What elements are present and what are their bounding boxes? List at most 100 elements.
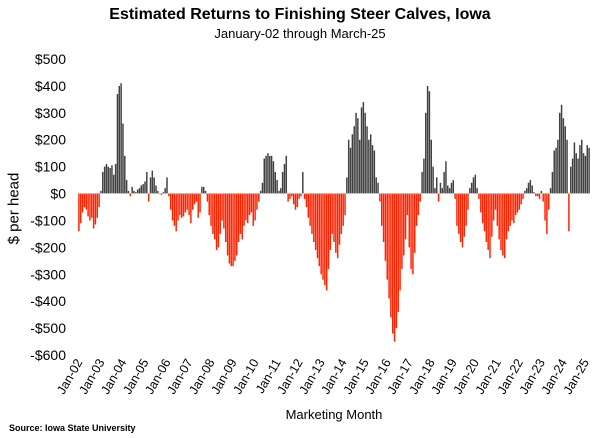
bar — [289, 193, 291, 199]
bar — [80, 193, 82, 224]
bar — [252, 193, 254, 226]
bar — [485, 193, 488, 242]
bar — [568, 193, 570, 232]
bar — [513, 193, 515, 224]
bar — [195, 193, 198, 202]
bar — [570, 166, 572, 194]
bar — [133, 190, 135, 194]
bar — [357, 118, 359, 194]
bar — [558, 112, 561, 194]
bar — [509, 193, 511, 226]
bar — [213, 193, 216, 240]
bar — [390, 193, 392, 318]
bar — [153, 177, 155, 194]
bar — [157, 190, 159, 194]
bar — [347, 139, 350, 194]
bar — [437, 193, 440, 202]
bar — [142, 184, 144, 194]
bar — [199, 193, 201, 213]
bar — [239, 193, 242, 234]
bar — [507, 193, 510, 232]
bar — [514, 193, 517, 216]
bar — [436, 177, 438, 194]
bar — [89, 193, 91, 221]
bar — [472, 177, 475, 194]
bar — [248, 193, 251, 216]
bar — [78, 193, 80, 232]
bar — [399, 193, 401, 291]
bar — [190, 193, 192, 224]
bar — [316, 193, 319, 259]
bar — [245, 193, 247, 221]
bar — [136, 189, 139, 194]
bar — [410, 193, 412, 269]
bar — [344, 193, 346, 216]
bar — [404, 193, 407, 240]
bar — [278, 190, 280, 194]
bar — [259, 190, 262, 194]
bar — [393, 193, 396, 342]
bar — [480, 193, 482, 213]
bar — [379, 193, 381, 202]
bar — [131, 186, 133, 194]
bar — [430, 139, 432, 194]
y-tick-label: $200 — [35, 132, 66, 148]
bar — [146, 172, 148, 194]
bar — [237, 193, 240, 242]
bar — [125, 180, 128, 194]
bar — [406, 193, 409, 216]
bar — [371, 145, 374, 194]
bar — [555, 147, 557, 194]
bar — [311, 193, 313, 234]
bar — [247, 193, 249, 224]
bar — [487, 193, 489, 251]
bar — [369, 134, 372, 194]
bars-group — [78, 83, 590, 342]
bar — [111, 165, 113, 194]
bar — [124, 155, 126, 194]
bar — [496, 193, 499, 226]
bar — [118, 85, 121, 194]
bar — [180, 193, 183, 218]
bar — [525, 188, 528, 194]
bar — [498, 193, 500, 240]
bar — [91, 193, 93, 218]
bar — [232, 193, 234, 267]
bar — [113, 174, 115, 194]
bar — [491, 193, 493, 237]
bar — [380, 193, 383, 226]
bar — [360, 107, 363, 194]
y-tick-label: $400 — [35, 78, 66, 94]
bar — [384, 193, 387, 261]
y-tick-label: $500 — [35, 51, 66, 67]
bar — [505, 193, 508, 240]
bar — [423, 158, 425, 194]
y-tick-label: -$500 — [30, 320, 66, 336]
bar — [281, 172, 284, 194]
bar — [109, 167, 111, 194]
bar — [164, 188, 166, 194]
bar — [459, 193, 462, 242]
bar — [355, 112, 357, 194]
bar — [529, 180, 532, 194]
bar — [182, 193, 185, 217]
bar — [540, 190, 543, 194]
bar — [173, 193, 176, 226]
bar — [103, 166, 106, 194]
bar — [144, 181, 146, 194]
bar — [243, 193, 245, 226]
bar — [388, 193, 390, 299]
bar — [210, 193, 212, 226]
bar — [586, 145, 588, 194]
y-axis: $500 $400 $300 $200 $100 $0 -$100 -$200 -$300 -$4… — [30, 51, 66, 363]
bar — [333, 193, 335, 242]
bar — [503, 193, 506, 259]
bar — [234, 193, 236, 261]
bar — [105, 163, 108, 194]
bar — [285, 155, 288, 194]
bar — [98, 193, 100, 207]
bar — [258, 193, 260, 202]
bar — [296, 193, 299, 207]
bar — [313, 193, 315, 242]
bar — [364, 112, 366, 194]
